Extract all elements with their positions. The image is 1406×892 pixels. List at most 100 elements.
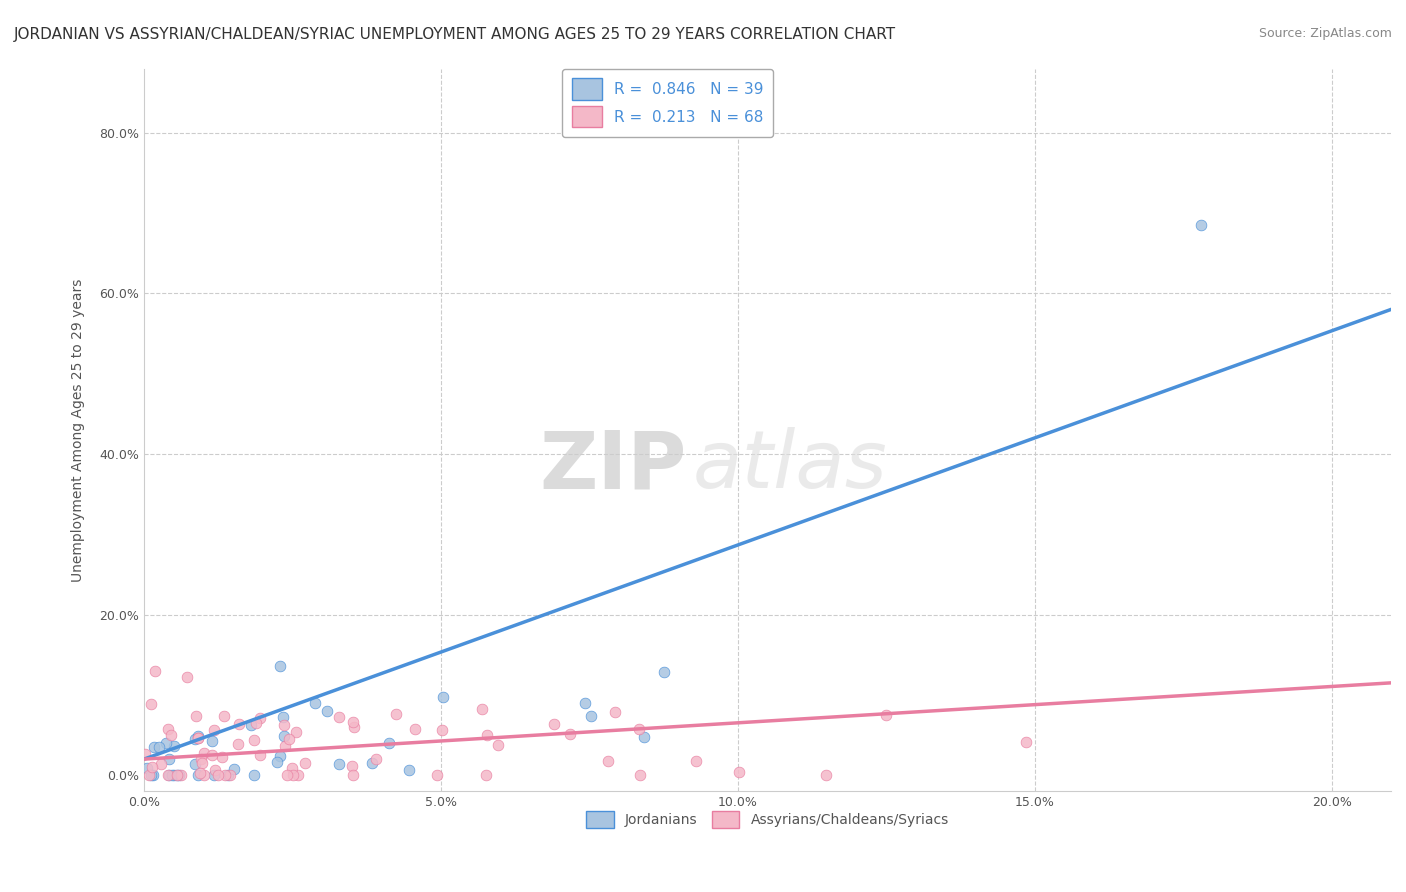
Point [269,749,291,764]
Point [156,722,179,736]
Point [212,709,235,723]
Point [274,739,297,753]
Point [245,716,267,731]
Point [160,768,183,782]
Point [202,723,225,737]
Point [218,768,240,782]
Point [139,697,162,711]
Point [294,756,316,770]
Point [430,723,453,737]
Point [184,756,207,771]
Point [201,747,224,762]
Point [543,717,565,731]
Point [475,768,498,782]
Point [385,706,408,721]
Point [187,731,209,746]
Point [398,763,420,777]
Point [340,759,363,773]
Point [728,765,751,780]
Point [243,768,266,782]
Point [560,727,582,741]
Point [163,739,186,753]
Point [193,768,215,782]
Point [315,704,337,718]
Point [157,752,180,766]
Point [269,659,291,673]
Text: atlas: atlas [693,427,887,505]
Point [142,768,165,782]
Point [243,733,266,747]
Point [157,768,180,782]
Text: ZIP: ZIP [538,427,686,505]
Point [240,717,263,731]
Point [574,696,596,710]
Point [169,768,191,782]
Point [875,708,897,723]
Text: JORDANIAN VS ASSYRIAN/CHALDEAN/SYRIAC UNEMPLOYMENT AMONG AGES 25 TO 29 YEARS COR: JORDANIAN VS ASSYRIAN/CHALDEAN/SYRIAC UN… [14,27,896,42]
Point [630,768,652,782]
Point [155,737,177,751]
Point [184,732,207,747]
Point [342,768,364,782]
Point [143,664,166,678]
Point [214,768,236,782]
Point [157,768,180,782]
Point [143,739,166,754]
Point [193,747,215,761]
Point [378,735,401,749]
Point [278,732,301,747]
Point [328,710,350,724]
Point [149,757,172,772]
Point [139,768,162,782]
Point [166,768,188,782]
Point [228,716,250,731]
Point [159,728,181,742]
Point [176,670,198,684]
Point [364,752,387,766]
Point [190,752,212,766]
Point [815,767,838,781]
Text: Source: ZipAtlas.com: Source: ZipAtlas.com [1258,27,1392,40]
Point [633,730,655,744]
Point [361,756,384,770]
Point [685,754,707,768]
Point [211,750,233,764]
Point [138,768,160,782]
Point [579,709,602,723]
Point [187,729,209,743]
Point [627,723,650,737]
Point [596,754,619,768]
Point [141,760,163,774]
Point [281,768,304,782]
Point [273,730,295,744]
Point [328,757,350,772]
Point [187,768,209,782]
Point [136,761,159,775]
Point [169,768,191,782]
Point [285,724,308,739]
Point [217,768,239,782]
Legend: Jordanians, Assyrians/Chaldeans/Syriacs: Jordanians, Assyrians/Chaldeans/Syriacs [579,804,956,835]
Point [163,768,186,782]
Point [187,731,209,746]
Point [603,706,626,720]
Point [343,720,366,734]
Point [134,747,156,761]
Point [276,768,298,782]
Point [266,755,288,769]
Point [190,756,212,770]
Point [207,768,229,782]
Point [471,702,494,716]
Point [166,768,188,782]
Point [280,761,302,775]
Point [432,690,454,705]
Point [304,696,326,710]
Point [652,665,675,680]
Point [249,711,271,725]
Point [271,710,294,724]
Point [201,734,224,748]
Point [475,728,498,742]
Point [1015,735,1038,749]
Point [249,747,271,762]
Point [148,740,170,755]
